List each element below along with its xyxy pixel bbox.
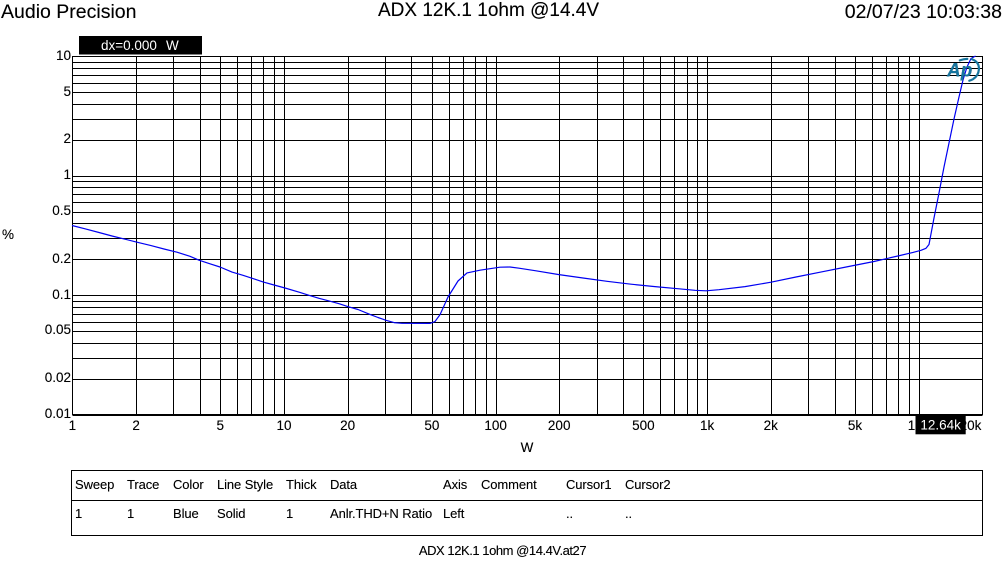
svg-text:12.64k: 12.64k (920, 418, 961, 433)
svg-text:dx=0.000: dx=0.000 (101, 38, 157, 53)
svg-text:W: W (166, 38, 179, 53)
svg-text:Ap: Ap (946, 61, 972, 82)
